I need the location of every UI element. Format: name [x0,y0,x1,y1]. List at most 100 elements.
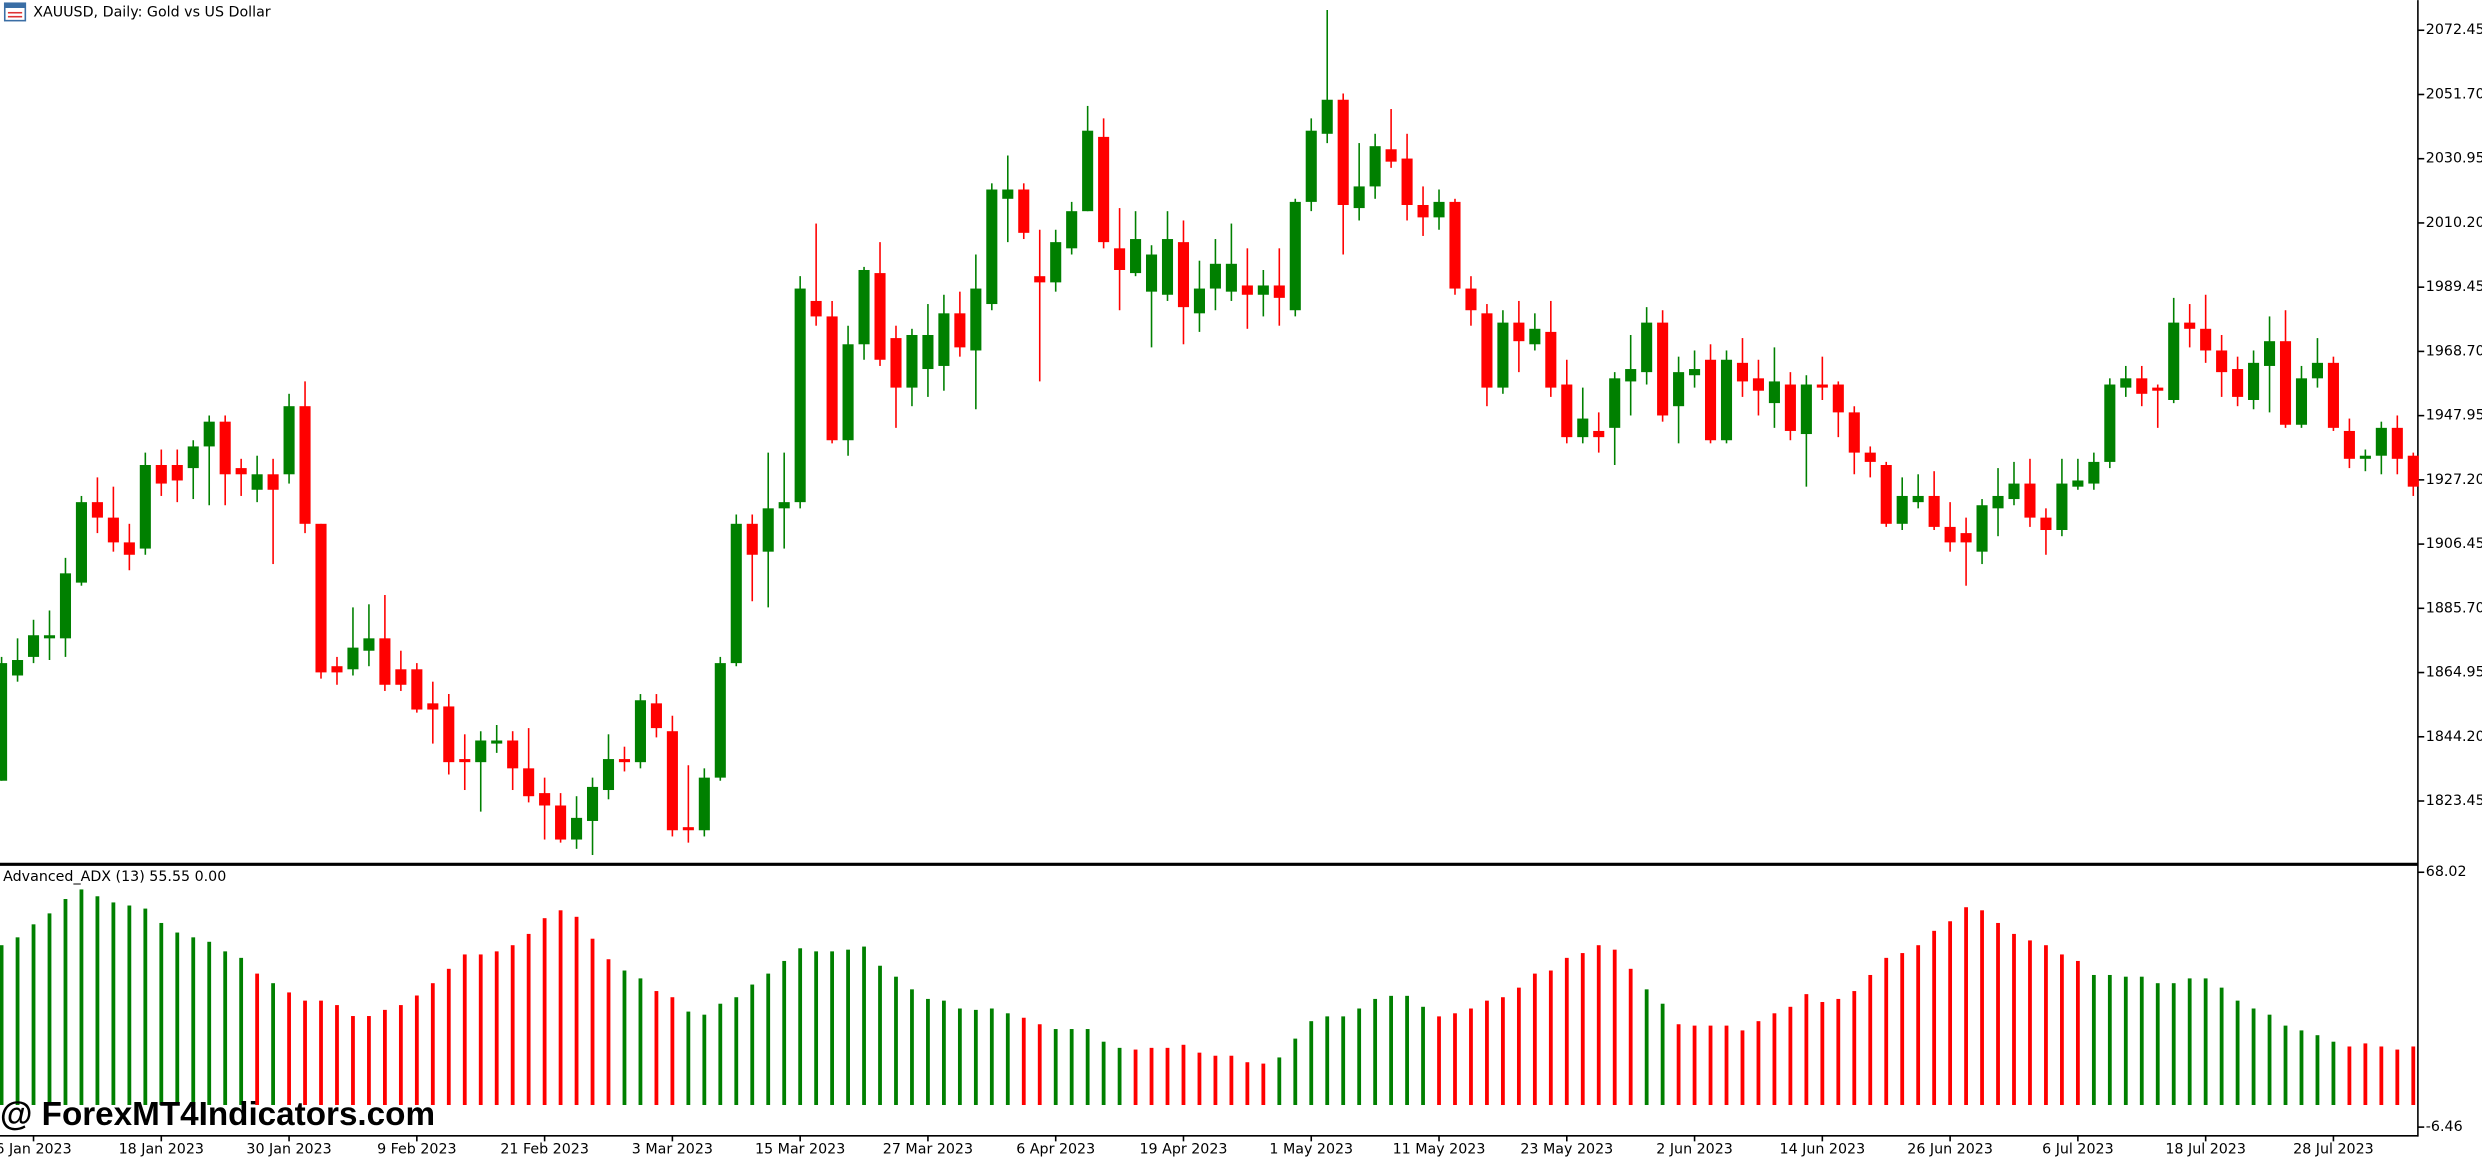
candle-body [411,669,423,710]
candle-body [1241,285,1253,295]
candle-body [2072,480,2084,487]
indicator-bar [303,1000,307,1105]
candle-body [475,740,487,763]
candle-body [970,288,982,351]
candle-body [1896,495,1908,524]
indicator-bar [1101,1041,1106,1105]
candle-body [2104,384,2116,462]
x-tick-label: 23 May 2023 [1520,1141,1613,1157]
indicator-bar [1564,957,1569,1105]
candle-body [618,759,631,763]
x-tick-label: 6 Apr 2023 [1016,1141,1095,1157]
candle-body [1193,288,1205,314]
y-tick-label: 1906.45 [2426,536,2482,552]
candle-body [123,542,135,555]
candle-body [12,660,24,676]
candle-body [107,517,119,543]
candle-body [954,313,966,348]
candle-body [523,768,535,797]
candle-body [1720,359,1733,441]
candle-body [507,740,519,769]
indicator-bar [1133,1049,1138,1105]
indicator-bar [2299,1030,2304,1105]
indicator-bar [1548,970,1553,1105]
indicator-bar [1229,1055,1234,1105]
y-tick-label: 1947.95 [2426,408,2482,424]
candle-body [315,523,327,673]
indicator-bar [574,916,579,1105]
candle-body [1481,313,1493,388]
indicator-bar [1085,1029,1090,1105]
candle-body [235,468,247,475]
indicator-bar [1660,1003,1665,1105]
indicator-bar [894,976,898,1105]
indicator-bar [1900,953,1905,1105]
indicator-bar [926,998,930,1105]
candle-body [586,786,599,821]
indicator-bar [430,983,435,1105]
candle-body [1161,239,1174,295]
y-tick-label: 2051.70 [2426,86,2482,102]
candle-body [874,273,886,360]
indicator-bar [223,951,228,1105]
candle-body [1513,322,1525,342]
candle-body [1353,186,1365,209]
candle-body [491,740,503,744]
indicator-bar [2107,974,2112,1105]
candle-body [2375,427,2387,456]
candle-body [1465,288,1477,311]
candle-body [1305,130,1317,202]
x-tick-label: 9 Feb 2023 [377,1141,457,1157]
candle-body [1401,158,1413,205]
candle-body [1784,384,1796,431]
candle-body [1050,242,1062,283]
indicator-bar [2331,1041,2336,1105]
indicator-bar [942,1000,946,1105]
indicator-bar [718,1003,723,1105]
indicator-bar [2315,1035,2320,1105]
y-tick-label: 2030.95 [2426,151,2482,167]
candle-body [1369,146,1381,187]
indicator-bar [814,951,819,1105]
candle-body [2248,362,2260,400]
x-tick-label: 26 Jun 2023 [1907,1141,1993,1157]
indicator-bar [2363,1043,2368,1105]
candle-body [1992,495,2004,509]
indicator-bar [191,937,196,1105]
candle-body [2407,455,2419,487]
y-tick-label: 1844.20 [2426,729,2482,745]
candle-body [1928,495,1940,527]
x-tick-label: 15 Mar 2023 [755,1141,845,1157]
indicator-bar [0,945,4,1105]
candle-body [2056,483,2068,531]
indicator-bar [31,924,36,1105]
indicator-bar [2235,1000,2240,1105]
x-tick-label: 28 Jul 2023 [2293,1141,2374,1157]
candle-body [1529,328,1541,345]
indicator-bar [2060,954,2064,1105]
candle-body [155,465,167,484]
indicator-bar [1932,930,1937,1105]
candle-body [1449,201,1461,289]
indicator-bar [590,938,595,1105]
indicator-bar [1884,957,1889,1105]
candle-body [91,502,103,518]
indicator-bar [1165,1047,1170,1105]
watermark: @ ForexMT4Indicators.com [0,1096,435,1133]
plot: 2072.45 2051.70 2030.95 2010.20 1989.45 1968.… [0,9,2482,1157]
candle-body [203,421,215,447]
indicator-bar [2251,1008,2256,1105]
candle-body [1704,359,1717,441]
candle-body [714,663,726,778]
indicator-bar [878,965,882,1105]
candle-body [1018,189,1030,233]
indicator-bar [2123,976,2128,1105]
candle-body [539,793,551,806]
indicator-bar [1980,910,1984,1105]
indicator-bar [239,957,244,1105]
candle-body [810,300,822,317]
indicator-bar [606,959,611,1105]
indicator-bar [414,995,419,1105]
candle-body [1912,495,1924,503]
